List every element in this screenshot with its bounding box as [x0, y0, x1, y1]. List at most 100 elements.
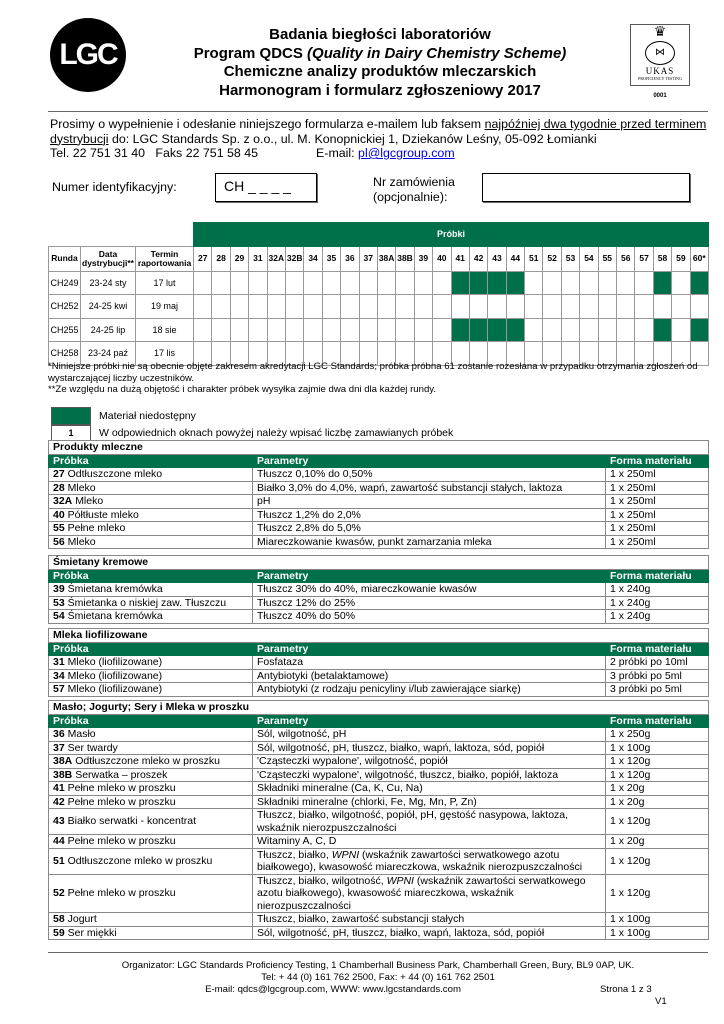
quantity-cell[interactable]	[432, 317, 452, 342]
quantity-cell[interactable]	[597, 270, 618, 295]
quantity-cell[interactable]	[487, 294, 507, 319]
ukas-number: 0001	[653, 93, 667, 99]
quantity-cell[interactable]	[358, 294, 378, 319]
quantity-cell[interactable]	[248, 270, 268, 295]
quantity-cell[interactable]	[671, 317, 691, 342]
quantity-cell[interactable]	[468, 294, 489, 319]
quantity-cell[interactable]	[321, 317, 342, 342]
quantity-cell[interactable]	[634, 270, 654, 295]
quantity-cell[interactable]	[340, 270, 360, 295]
title-line: Harmonogram i formularz zgłoszeniowy 201…	[219, 81, 541, 99]
quantity-cell[interactable]	[211, 270, 231, 295]
quantity-cell[interactable]	[321, 294, 342, 319]
quantity-cell[interactable]	[395, 270, 415, 295]
order-input[interactable]	[482, 173, 690, 202]
schedule-table: Próbki Runda Data dystrybucji** Termin rapo…	[48, 222, 710, 366]
quantity-cell[interactable]	[266, 294, 286, 319]
params-cell: Tłuszcz 12% do 25%	[252, 595, 606, 610]
quantity-cell[interactable]	[229, 270, 250, 295]
section-row: Masło; Jogurty; Sery i Mleka w proszku	[47, 700, 710, 715]
quantity-cell[interactable]	[284, 317, 305, 342]
quantity-cell[interactable]	[542, 270, 562, 295]
table-row: 34 Mleko (liofilizowane) Antybiotyki (bet…	[48, 668, 710, 683]
quantity-cell[interactable]	[376, 317, 397, 342]
quantity-cell[interactable]	[560, 294, 581, 319]
quantity-cell[interactable]	[689, 341, 710, 366]
samples-group-header: Próbki	[193, 222, 709, 247]
column-header-form: Forma materiału	[604, 641, 710, 656]
quantity-cell[interactable]	[284, 294, 305, 319]
quantity-cell[interactable]	[376, 294, 397, 319]
quantity-cell[interactable]	[340, 317, 360, 342]
section-title: Śmietany kremowe	[47, 555, 710, 570]
quantity-cell[interactable]	[248, 317, 268, 342]
quantity-cell[interactable]	[321, 270, 342, 295]
product-table: Mleka liofilizowane Próbka Parametry Forma …	[47, 628, 710, 697]
quantity-cell[interactable]	[524, 270, 544, 295]
email-link[interactable]: pl@lgcgroup.com	[358, 146, 455, 160]
quantity-cell[interactable]	[248, 294, 268, 319]
quantity-cell[interactable]	[505, 294, 526, 319]
table-row: 53 Śmietanka o niskiej zaw. Tłuszczu Tłus…	[48, 595, 710, 610]
quantity-cell[interactable]	[358, 270, 378, 295]
sample-name: Mleko (liofilizowane)	[67, 683, 163, 695]
column-header-sample: Próbka	[48, 713, 253, 728]
quantity-cell[interactable]	[303, 317, 323, 342]
sample-header: 53	[560, 245, 581, 272]
quantity-cell[interactable]	[524, 294, 544, 319]
quantity-cell[interactable]	[560, 317, 581, 342]
quantity-cell[interactable]	[303, 294, 323, 319]
quantity-cell[interactable]	[616, 317, 636, 342]
quantity-cell[interactable]	[376, 270, 397, 295]
round-report: 17 lut	[134, 270, 195, 295]
footnote-2: **Ze względu na dużą objętość i charakte…	[48, 384, 437, 395]
quantity-cell[interactable]	[266, 317, 286, 342]
quantity-cell[interactable]	[689, 294, 710, 319]
quantity-cell[interactable]	[266, 270, 286, 295]
quantity-cell[interactable]	[340, 294, 360, 319]
quantity-cell[interactable]	[358, 317, 378, 342]
quantity-cell[interactable]	[542, 317, 562, 342]
quantity-cell[interactable]	[616, 294, 636, 319]
quantity-cell[interactable]	[671, 294, 691, 319]
quantity-cell[interactable]	[597, 317, 618, 342]
quantity-cell[interactable]	[432, 270, 452, 295]
quantity-cell[interactable]	[450, 294, 470, 319]
quantity-cell[interactable]	[579, 294, 599, 319]
quantity-cell[interactable]	[597, 294, 618, 319]
quantity-cell[interactable]	[616, 270, 636, 295]
quantity-cell[interactable]	[634, 294, 654, 319]
quantity-swatch: 1	[51, 425, 91, 441]
quantity-cell[interactable]	[211, 317, 231, 342]
quantity-cell[interactable]	[193, 294, 213, 319]
quantity-cell[interactable]	[413, 317, 434, 342]
quantity-cell[interactable]	[579, 317, 599, 342]
quantity-cell[interactable]	[211, 294, 231, 319]
quantity-cell[interactable]	[432, 294, 452, 319]
quantity-cell[interactable]	[560, 270, 581, 295]
form-cell: 1 x 100g	[604, 925, 710, 940]
sample-name: Jogurt	[67, 913, 97, 925]
quantity-cell[interactable]	[284, 270, 305, 295]
quantity-cell[interactable]	[193, 270, 213, 295]
id-input[interactable]: CH _ _ _ _	[215, 173, 317, 202]
quantity-cell[interactable]	[579, 270, 599, 295]
quantity-cell[interactable]	[229, 294, 250, 319]
quantity-cell[interactable]	[413, 294, 434, 319]
quantity-cell[interactable]	[671, 270, 691, 295]
quantity-cell[interactable]	[193, 317, 213, 342]
divider	[48, 952, 708, 953]
quantity-cell[interactable]	[413, 270, 434, 295]
quantity-cell[interactable]	[542, 294, 562, 319]
quantity-cell[interactable]	[395, 294, 415, 319]
quantity-cell[interactable]	[652, 294, 673, 319]
quantity-cell[interactable]	[395, 317, 415, 342]
quantity-cell[interactable]	[229, 317, 250, 342]
quantity-cell[interactable]	[524, 317, 544, 342]
quantity-cell[interactable]	[634, 317, 654, 342]
column-header: Data dystrybucji**	[80, 245, 136, 272]
table-row: 28 Mleko Białko 3,0% do 4,0%, wapń, zawar…	[48, 480, 710, 495]
column-header-params: Parametry	[252, 713, 606, 728]
sample-name: Śmietana kremówka	[67, 610, 163, 622]
quantity-cell[interactable]	[303, 270, 323, 295]
